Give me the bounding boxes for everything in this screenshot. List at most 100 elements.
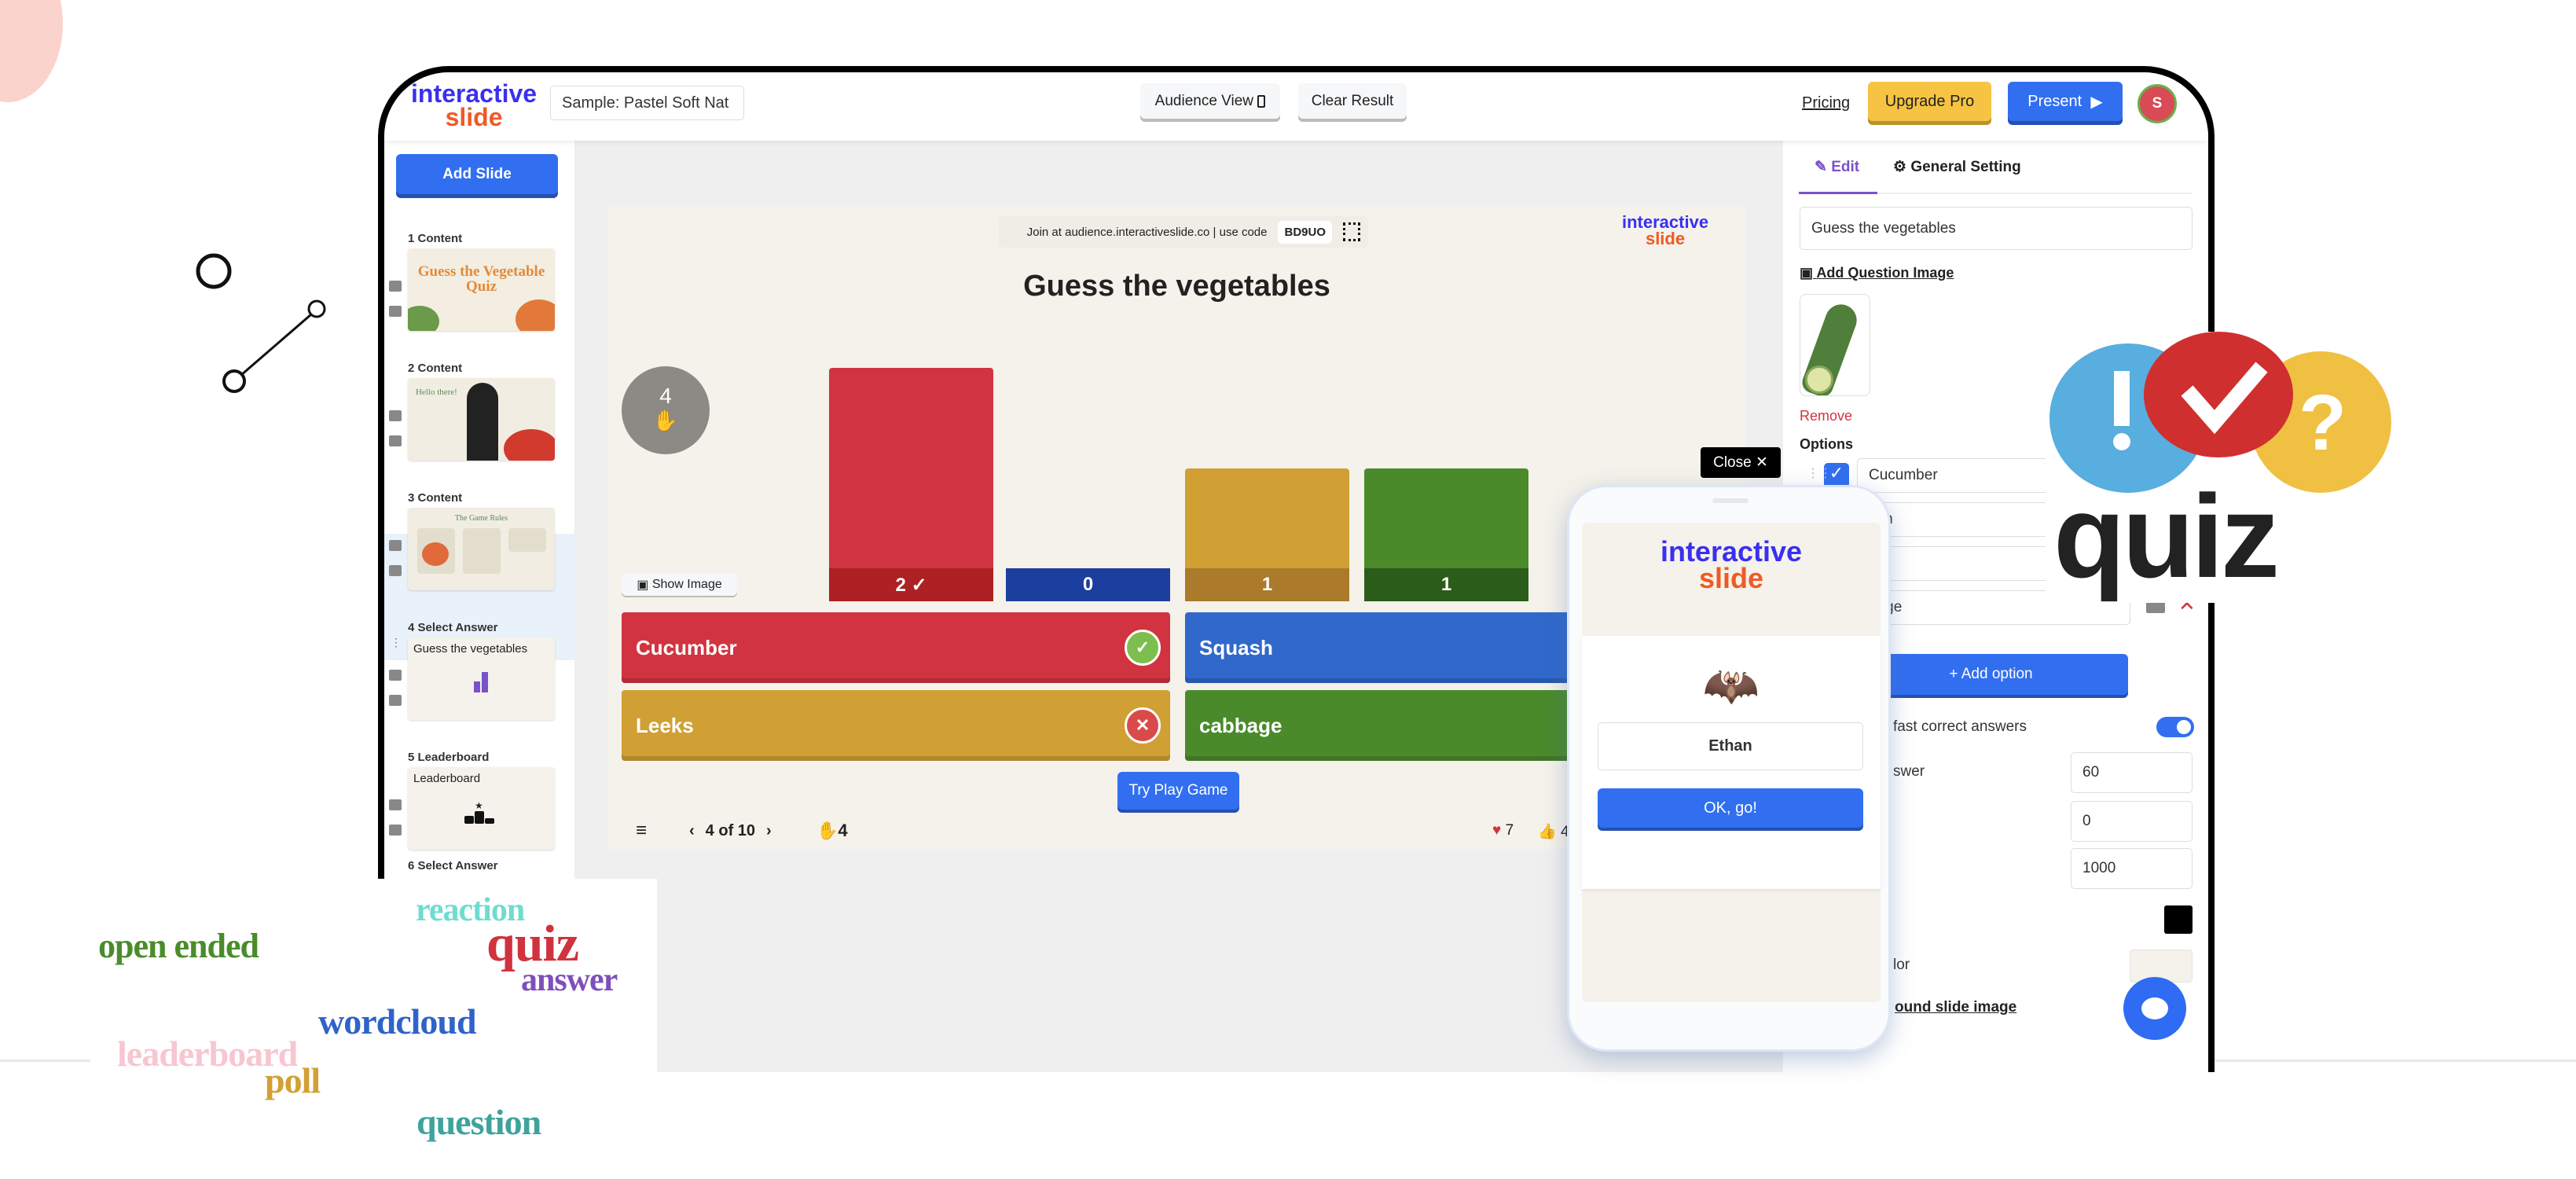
bar-count-label: 1 <box>1185 568 1349 601</box>
wordcloud-word: reaction <box>416 892 525 928</box>
points-min-input[interactable]: 0 <box>2071 801 2193 842</box>
present-button[interactable]: Present ▶ <box>2008 82 2123 121</box>
decorative-doodle <box>196 253 326 393</box>
response-count-badge: 4 ✋ <box>622 366 710 454</box>
result-bar: 0 <box>1006 568 1170 601</box>
duplicate-icon[interactable] <box>389 281 402 292</box>
wordcloud-word: question <box>416 1102 541 1142</box>
correct-check-icon: ✓ <box>1125 630 1161 666</box>
hand-icon: ✋ <box>816 821 838 840</box>
image-icon: ▣ <box>1800 265 1814 281</box>
duplicate-icon[interactable] <box>389 670 402 681</box>
bar-count-label: 1 <box>1364 568 1528 601</box>
duplicate-icon[interactable] <box>389 410 402 421</box>
trash-icon[interactable] <box>389 825 402 836</box>
ok-go-button[interactable]: OK, go! <box>1598 788 1863 828</box>
wordcloud-word: wordcloud <box>318 1001 477 1041</box>
upgrade-pro-button[interactable]: Upgrade Pro <box>1868 82 1991 121</box>
active-tab-indicator <box>1799 192 1877 194</box>
tab-general-setting[interactable]: ⚙ General Setting <box>1893 159 2021 175</box>
trash-icon[interactable] <box>389 565 402 576</box>
phone-icon <box>1257 94 1266 108</box>
user-avatar[interactable]: S <box>2137 84 2177 123</box>
option-leeks: Leeks ✕ <box>622 690 1170 761</box>
option-cucumber: Cucumber ✓ <box>622 612 1170 683</box>
pagination: ‹ 4 of 10 › <box>689 822 772 839</box>
fast-answers-toggle[interactable] <box>2156 717 2194 737</box>
pricing-link[interactable]: Pricing <box>1802 94 1851 112</box>
hand-icon: ✋ <box>652 409 679 432</box>
bat-avatar-icon[interactable]: 🦇 <box>1702 660 1760 711</box>
question-image-thumbnail[interactable] <box>1800 294 1870 396</box>
trash-icon[interactable] <box>389 695 402 706</box>
trash-icon[interactable] <box>389 435 402 446</box>
presentation-title-input[interactable]: Sample: Pastel Soft Nat <box>550 86 744 120</box>
remove-image-link[interactable]: Remove <box>1800 408 1853 424</box>
qr-code-icon[interactable] <box>1343 222 1360 241</box>
clear-result-button[interactable]: Clear Result <box>1298 83 1407 119</box>
correct-checkbox[interactable]: ✓ <box>1824 463 1849 488</box>
background-image-link[interactable]: ound slide image <box>1895 999 2017 1016</box>
bar-chart-icon <box>474 681 480 692</box>
quiz-logo: ? quiz <box>2046 332 2391 603</box>
show-image-button[interactable]: ▣ Show Image <box>622 573 737 596</box>
slide-thumbnail[interactable]: The Game Rules <box>408 508 555 590</box>
chat-icon <box>2141 997 2168 1019</box>
svg-text:?: ? <box>2299 379 2347 467</box>
menu-icon[interactable]: ≡ <box>636 820 648 841</box>
slide-thumbnail[interactable]: Guess the Vegetable Quiz <box>408 248 555 331</box>
duplicate-icon[interactable] <box>389 799 402 810</box>
wrong-x-icon: ✕ <box>1125 707 1161 744</box>
wordcloud-word: poll <box>265 1060 321 1100</box>
trash-icon[interactable] <box>389 306 402 317</box>
bar-count-label: 0 <box>1006 568 1170 601</box>
slide-thumbnail[interactable]: Leaderboard ★ <box>408 767 555 850</box>
heart-icon: ♥ <box>1492 822 1502 839</box>
duplicate-icon[interactable] <box>389 540 402 551</box>
audience-view-button[interactable]: Audience View <box>1140 83 1280 119</box>
like-reactions: 👍 4 <box>1538 824 1569 840</box>
try-play-game-button[interactable]: Try Play Game <box>1117 772 1239 810</box>
points-max-input[interactable]: 1000 <box>2071 848 2193 889</box>
properties-panel: ✎ Edit ⚙ General Setting Guess the veget… <box>1783 141 2208 1072</box>
chat-support-button[interactable] <box>2123 977 2186 1040</box>
wordcloud-word: leaderboard <box>117 1034 298 1074</box>
gear-icon: ⚙ <box>1893 159 1907 175</box>
phone-logo: interactive slide <box>1660 535 1803 595</box>
question-input[interactable]: Guess the vegetables <box>1800 207 2193 250</box>
text-color-swatch[interactable] <box>2164 905 2193 934</box>
tab-edit[interactable]: ✎ Edit <box>1815 159 1860 175</box>
slide-thumbnail[interactable]: Guess the vegetables <box>408 637 555 720</box>
wordcloud-word: open ended <box>98 927 259 965</box>
raised-hands: ✋4 <box>816 821 848 840</box>
close-phone-preview-button[interactable]: Close ✕ <box>1701 447 1781 478</box>
next-slide-button[interactable]: › <box>766 822 772 839</box>
join-bar: Join at audience.interactiveslide.co | u… <box>999 216 1368 248</box>
speech-bubbles-icon: ? <box>2049 332 2391 493</box>
app-window: interactive slide Sample: Pastel Soft Na… <box>378 66 2215 1072</box>
time-input[interactable]: 60 <box>2071 752 2193 793</box>
prev-slide-button[interactable]: ‹ <box>689 822 695 839</box>
app-logo[interactable]: interactive slide <box>411 79 538 132</box>
result-bar: 2 ✓ <box>829 368 993 601</box>
bar-count-label: 2 ✓ <box>829 568 993 601</box>
add-question-image-link[interactable]: ▣ Add Question Image <box>1800 265 1954 281</box>
wordcloud-image: reaction open ended quiz answer wordclou… <box>90 879 657 1179</box>
add-option-button[interactable]: + Add option <box>1854 654 2128 695</box>
add-slide-button[interactable]: Add Slide <box>396 154 558 194</box>
wordcloud-word: answer <box>521 962 618 998</box>
drag-handle-icon[interactable]: ⋮ <box>391 636 402 648</box>
slide-thumbnail[interactable]: Hello there! <box>408 378 555 461</box>
nickname-input[interactable]: Ethan <box>1598 722 1863 770</box>
phone-preview: interactive slide 🦇 Ethan OK, go! <box>1567 485 1891 1052</box>
slide-title: Guess the vegetables <box>1023 270 1330 303</box>
heart-reactions: ♥ 7 <box>1492 822 1514 839</box>
drag-handle-icon[interactable]: ⋮⋮ <box>1807 467 1832 480</box>
wordcloud-word: quiz <box>486 915 579 972</box>
top-bar: interactive slide Sample: Pastel Soft Na… <box>384 72 2208 141</box>
slide-logo: interactive slide <box>1622 212 1709 248</box>
options-heading: Options <box>1800 436 1853 452</box>
thumbs-up-icon: 👍 <box>1538 824 1557 840</box>
image-icon: ▣ <box>637 578 649 592</box>
decorative-blob <box>0 0 63 102</box>
